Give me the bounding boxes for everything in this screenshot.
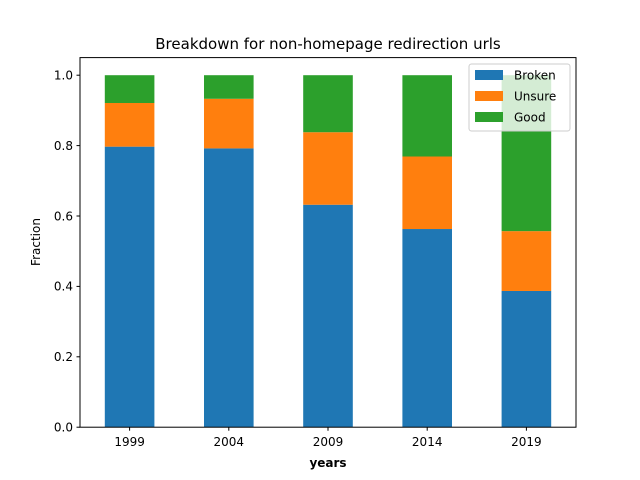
legend-swatch-good bbox=[475, 112, 503, 122]
x-axis-label: years bbox=[309, 456, 346, 470]
y-tick-label: 0.2 bbox=[54, 350, 73, 364]
chart-title: Breakdown for non-homepage redirection u… bbox=[155, 35, 501, 53]
bar-broken-2014 bbox=[402, 229, 452, 428]
x-tick-label: 2004 bbox=[214, 435, 245, 449]
bar-good-1999 bbox=[104, 75, 155, 104]
y-tick-label: 0.6 bbox=[54, 209, 73, 223]
bar-unsure-2009 bbox=[303, 132, 353, 205]
bar-good-2009 bbox=[303, 75, 353, 133]
x-tick-label: 2014 bbox=[412, 435, 443, 449]
bar-unsure-2004 bbox=[204, 98, 254, 149]
legend-swatch-broken bbox=[475, 70, 503, 80]
x-tick-label: 2009 bbox=[313, 435, 344, 449]
bar-unsure-1999 bbox=[104, 103, 155, 147]
y-axis-label: Fraction bbox=[29, 218, 43, 266]
x-tick-label: 1999 bbox=[114, 435, 145, 449]
bar-broken-2004 bbox=[204, 148, 254, 428]
x-tick-label: 2019 bbox=[511, 435, 542, 449]
bar-broken-1999 bbox=[104, 146, 155, 428]
x-axis: 1999 2004 2009 2014 2019 bbox=[114, 427, 542, 449]
legend: Broken Unsure Good bbox=[468, 63, 571, 132]
bar-broken-2009 bbox=[303, 204, 353, 428]
legend-label-broken: Broken bbox=[514, 69, 556, 83]
legend-swatch-unsure bbox=[475, 91, 503, 101]
legend-label-unsure: Unsure bbox=[514, 90, 556, 104]
y-tick-label: 1.0 bbox=[54, 69, 73, 83]
bar-broken-2019 bbox=[501, 290, 552, 428]
y-tick-label: 0.0 bbox=[54, 421, 73, 435]
bar-unsure-2014 bbox=[402, 156, 452, 230]
bar-good-2014 bbox=[402, 75, 452, 157]
y-tick-label: 0.8 bbox=[54, 139, 73, 153]
legend-label-good: Good bbox=[514, 111, 546, 125]
y-axis: 0.0 0.2 0.4 0.6 0.8 1.0 bbox=[54, 69, 80, 435]
y-tick-label: 0.4 bbox=[54, 280, 73, 294]
bar-unsure-2019 bbox=[501, 231, 552, 291]
bar-good-2004 bbox=[204, 75, 254, 99]
